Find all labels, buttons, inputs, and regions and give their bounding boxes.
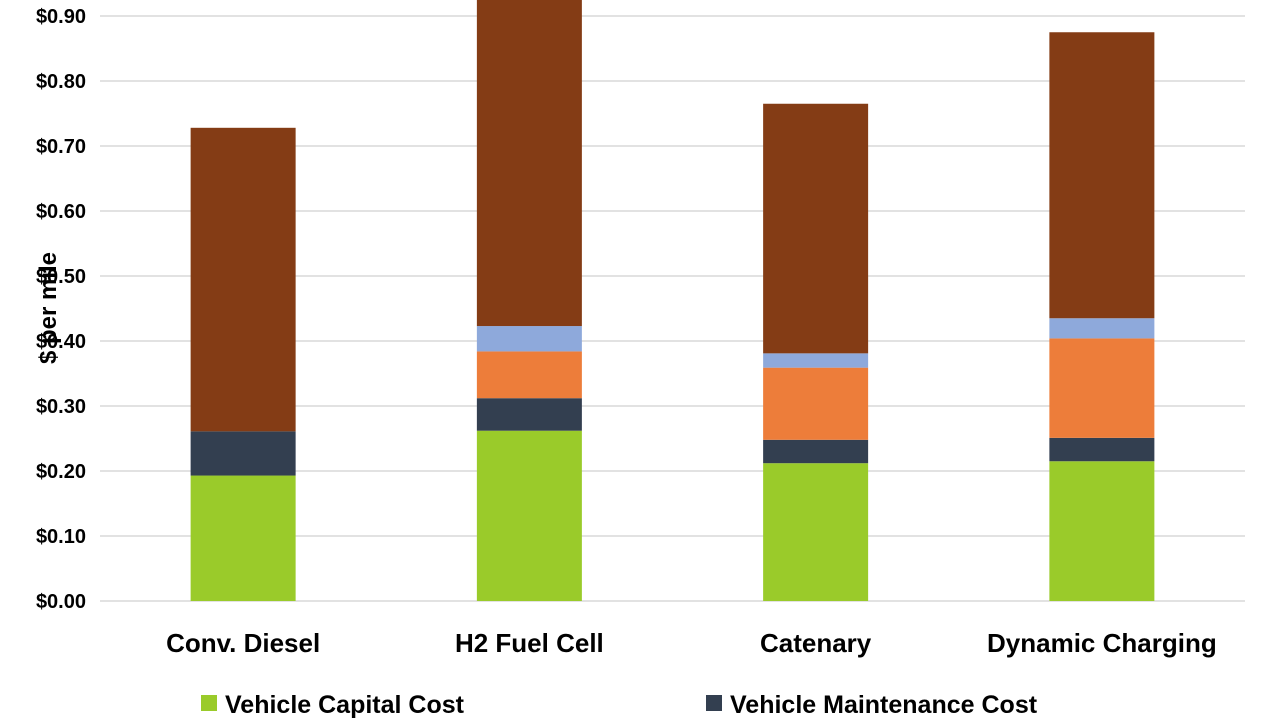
y-tick-label: $0.40	[36, 331, 86, 353]
y-axis-ticks: $0.00 $0.10 $0.20 $0.30 $0.40 $0.50 $0.60 $0.70…	[36, 6, 86, 613]
bar-segment	[190, 475, 296, 601]
bar-segment	[190, 127, 296, 432]
legend-label-capital: Vehicle Capital Cost	[225, 691, 465, 719]
bars	[190, 0, 1155, 601]
x-category-label: Dynamic Charging	[987, 628, 1217, 658]
y-tick-label: $0.70	[36, 136, 86, 158]
bar-segment	[763, 463, 869, 601]
y-axis-title: $ per mile	[35, 252, 62, 364]
bar-segment	[1049, 32, 1155, 319]
bar-segment	[476, 430, 582, 601]
x-category-label: Conv. Diesel	[166, 628, 320, 658]
bar-segment	[1049, 318, 1155, 339]
bar-segment	[1049, 461, 1155, 601]
y-tick-label: $0.10	[36, 526, 86, 548]
y-tick-label: $0.50	[36, 266, 86, 288]
bar-segment	[763, 439, 869, 464]
y-tick-label: $0.90	[36, 6, 86, 28]
bar-segment	[1049, 338, 1155, 438]
bar-segment	[476, 351, 582, 399]
legend-swatch-capital	[201, 695, 217, 711]
x-axis-categories: Conv. Diesel H2 Fuel Cell Catenary Dynamic …	[166, 628, 1217, 658]
bar-segment	[763, 103, 869, 354]
legend: Vehicle Capital Cost Vehicle Maintenance…	[201, 691, 1038, 719]
bar-segment	[476, 398, 582, 431]
legend-swatch-maintenance	[706, 695, 722, 711]
bar-segment	[763, 367, 869, 440]
x-category-label: Catenary	[760, 628, 872, 658]
bar-segment	[763, 353, 869, 368]
y-tick-label: $0.00	[36, 591, 86, 613]
bar-segment	[476, 326, 582, 352]
y-tick-label: $0.20	[36, 461, 86, 483]
y-tick-label: $0.30	[36, 396, 86, 418]
bar-segment	[1049, 437, 1155, 462]
y-tick-label: $0.60	[36, 201, 86, 223]
legend-label-maintenance: Vehicle Maintenance Cost	[730, 691, 1038, 719]
bar-segment	[190, 431, 296, 476]
bar-segment	[476, 0, 582, 327]
x-category-label: H2 Fuel Cell	[455, 628, 604, 658]
y-tick-label: $0.80	[36, 71, 86, 93]
